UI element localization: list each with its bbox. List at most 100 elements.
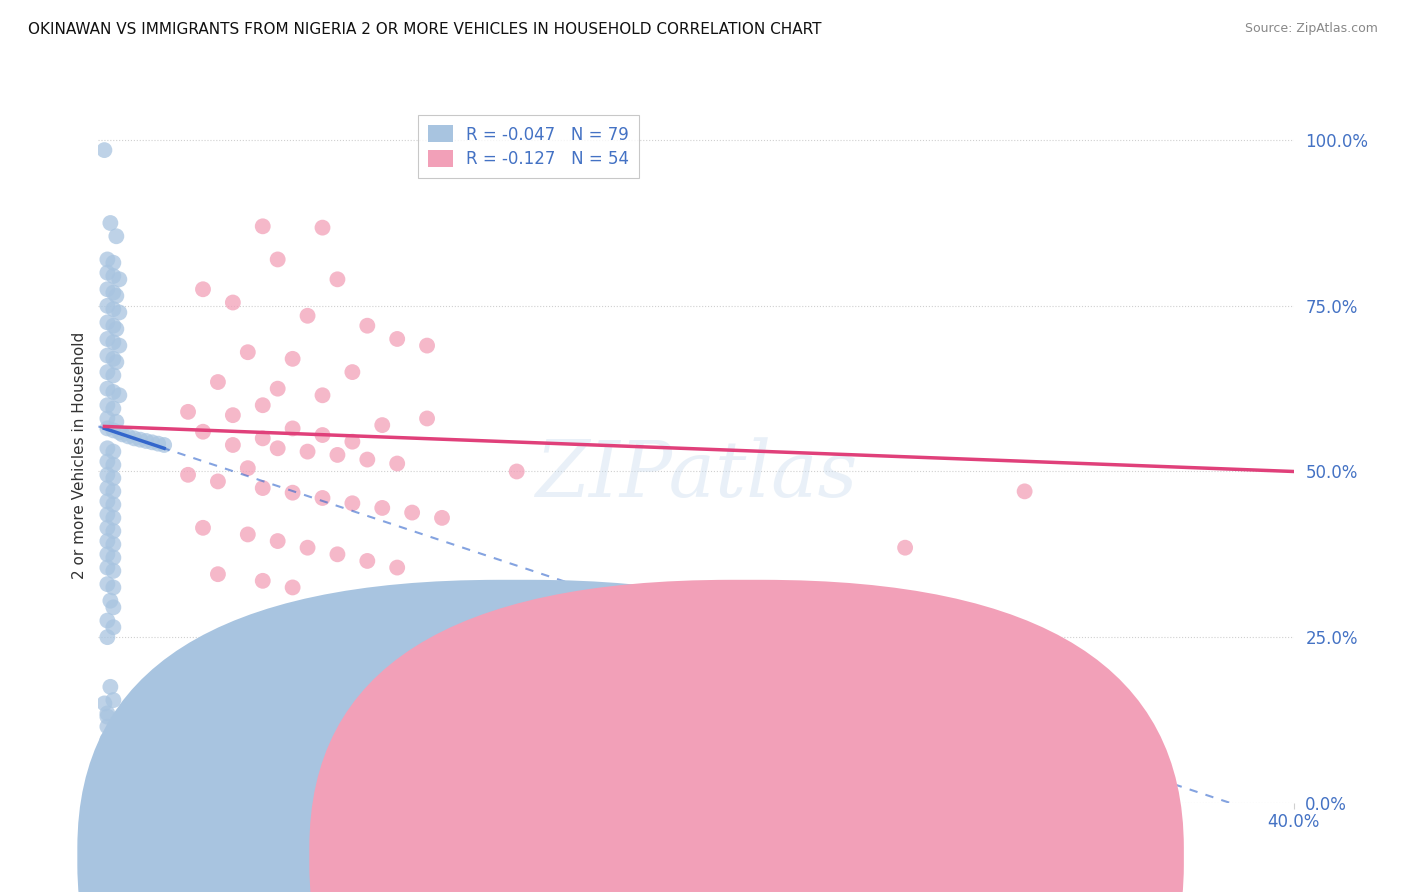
Point	[371, 500, 394, 515]
Point	[96, 349, 118, 363]
Point	[105, 322, 128, 336]
Point	[401, 506, 423, 520]
Point	[385, 332, 409, 346]
Point	[222, 408, 245, 422]
Point	[222, 295, 245, 310]
Point	[252, 481, 274, 495]
Text: ZIPatlas: ZIPatlas	[534, 438, 858, 514]
Point	[356, 452, 378, 467]
Point	[297, 444, 319, 458]
Point	[153, 438, 176, 452]
Point	[1014, 484, 1036, 499]
Point	[356, 318, 378, 333]
Point	[252, 398, 274, 412]
Point	[96, 481, 118, 495]
Point	[177, 467, 200, 482]
Point	[98, 680, 122, 694]
Point	[96, 266, 118, 280]
Point	[342, 496, 364, 510]
Point	[177, 405, 200, 419]
Point	[207, 475, 229, 489]
Point	[103, 318, 125, 333]
Point	[103, 256, 125, 270]
Point	[252, 574, 274, 588]
Point	[103, 458, 125, 472]
Point	[281, 485, 304, 500]
Point	[103, 537, 125, 551]
Point	[96, 282, 118, 296]
Point	[96, 577, 118, 591]
Point	[281, 581, 304, 595]
Point	[105, 355, 128, 369]
Text: OKINAWAN VS IMMIGRANTS FROM NIGERIA 2 OR MORE VEHICLES IN HOUSEHOLD CORRELATION : OKINAWAN VS IMMIGRANTS FROM NIGERIA 2 OR…	[28, 22, 821, 37]
Point	[103, 351, 125, 366]
Point	[108, 305, 131, 319]
Point	[96, 534, 118, 549]
Point	[96, 315, 118, 329]
Point	[96, 630, 118, 644]
Point	[98, 593, 122, 607]
Point	[281, 351, 304, 366]
Point	[96, 421, 118, 435]
Point	[96, 547, 118, 561]
Point	[267, 442, 290, 456]
Point	[93, 143, 115, 157]
Point	[108, 425, 131, 440]
Point	[252, 219, 274, 234]
Point	[416, 338, 439, 352]
Point	[894, 541, 917, 555]
Text: Source: ZipAtlas.com: Source: ZipAtlas.com	[1244, 22, 1378, 36]
Point	[326, 272, 349, 286]
Point	[96, 709, 118, 723]
Point	[103, 302, 125, 317]
Point	[96, 411, 118, 425]
Point	[103, 401, 125, 416]
Point	[148, 436, 170, 450]
Point	[96, 706, 118, 721]
Point	[96, 614, 118, 628]
Point	[326, 547, 349, 561]
Point	[103, 498, 125, 512]
Point	[96, 365, 118, 379]
Point	[96, 454, 118, 468]
Point	[236, 527, 259, 541]
Point	[371, 418, 394, 433]
Point	[124, 431, 146, 445]
Point	[108, 338, 131, 352]
Point	[103, 384, 125, 399]
Point	[311, 428, 333, 442]
Point	[96, 508, 118, 522]
Point	[129, 433, 152, 447]
Point	[108, 272, 131, 286]
Point	[93, 697, 115, 711]
Text: Immigrants from Nigeria: Immigrants from Nigeria	[773, 847, 977, 865]
Point	[252, 431, 274, 445]
Point	[98, 749, 122, 764]
Point	[191, 282, 214, 296]
Point	[281, 421, 304, 435]
Point	[96, 494, 118, 508]
Point	[103, 524, 125, 538]
Point	[103, 335, 125, 350]
Point	[103, 484, 125, 499]
Point	[103, 268, 125, 283]
Point	[148, 764, 170, 778]
Point	[103, 511, 125, 525]
Point	[236, 461, 259, 475]
Point	[385, 457, 409, 471]
Point	[111, 427, 134, 442]
Point	[191, 521, 214, 535]
Point	[207, 375, 229, 389]
Point	[267, 382, 290, 396]
Point	[96, 382, 118, 396]
Point	[103, 620, 125, 634]
Point	[103, 471, 125, 485]
Point	[96, 299, 118, 313]
Point	[96, 720, 118, 734]
Point	[191, 425, 214, 439]
Legend: R = -0.047   N = 79, R = -0.127   N = 54: R = -0.047 N = 79, R = -0.127 N = 54	[418, 115, 640, 178]
Point	[236, 345, 259, 359]
Point	[506, 465, 529, 479]
Point	[297, 309, 319, 323]
Point	[311, 491, 333, 505]
